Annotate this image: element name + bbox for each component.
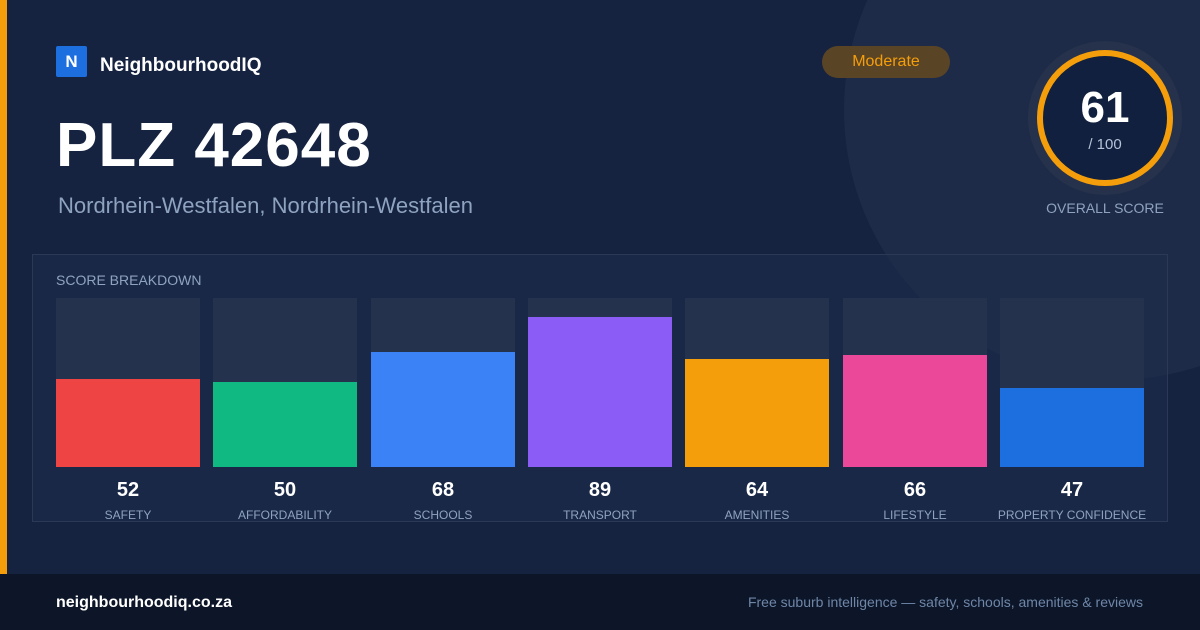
breakdown-bar-amenities: 64 AMENITIES: [685, 298, 829, 524]
accent-strip: [0, 0, 7, 574]
bar-track: [213, 298, 357, 467]
bar-label: LIFESTYLE: [883, 508, 947, 522]
breakdown-bar-affordability: 50 AFFORDABILITY: [213, 298, 357, 524]
brand-logo-icon: N: [56, 46, 87, 77]
breakdown-bar-property-confidence: 47 PROPERTY CONFIDENCE: [998, 298, 1146, 524]
bar-track: [528, 298, 672, 467]
bar-track: [56, 298, 200, 467]
breakdown-bar-transport: 89 TRANSPORT: [528, 298, 672, 524]
bar-label: TRANSPORT: [563, 508, 637, 522]
bar-label: PROPERTY CONFIDENCE: [997, 508, 1147, 522]
bar-fill: [56, 379, 200, 467]
breakdown-bar-lifestyle: 66 LIFESTYLE: [843, 298, 987, 524]
bar-label: AFFORDABILITY: [237, 508, 332, 522]
breakdown-title: SCORE BREAKDOWN: [56, 272, 202, 288]
bar-fill: [843, 355, 987, 467]
rating-badge: Moderate: [822, 46, 950, 78]
bar-fill: [371, 352, 515, 467]
brand-name: NeighbourhoodIQ: [100, 55, 262, 76]
overall-score-max: / 100: [1088, 136, 1122, 153]
bar-value: 50: [273, 479, 297, 501]
bar-label: SAFETY: [104, 508, 152, 522]
breakdown-bar-schools: 68 SCHOOLS: [371, 298, 515, 524]
page-title: PLZ 42648: [56, 111, 372, 180]
brand: N NeighbourhoodIQ: [56, 46, 261, 77]
breakdown-bar-safety: 52 SAFETY: [56, 298, 200, 524]
bar-value: 52: [116, 479, 140, 501]
footer-tagline: Free suburb intelligence — safety, schoo…: [747, 594, 1143, 610]
bar-track: [685, 298, 829, 467]
bar-label: AMENITIES: [724, 508, 790, 522]
location-subtitle: Nordrhein-Westfalen, Nordrhein-Westfalen: [58, 193, 473, 218]
bar-value: 66: [903, 479, 927, 501]
score-breakdown-panel: SCORE BREAKDOWN 52 SAFETY 50 AFFORDABILITY 6…: [32, 254, 1168, 522]
bar-value: 64: [745, 479, 769, 501]
bar-fill: [213, 382, 357, 467]
bar-track: [843, 298, 987, 467]
score-ring-circle: 61 / 100: [1037, 50, 1173, 186]
bar-value: 89: [588, 479, 612, 501]
bar-fill: [685, 359, 829, 467]
bar-value: 68: [431, 479, 455, 501]
bar-track: [1000, 298, 1144, 467]
overall-score-value: 61: [1080, 83, 1130, 132]
bar-label: SCHOOLS: [413, 508, 473, 522]
bar-track: [371, 298, 515, 467]
bar-fill: [528, 317, 672, 467]
bar-value: 47: [1060, 479, 1084, 501]
footer: neighbourhoodiq.co.za Free suburb intell…: [0, 574, 1200, 630]
bar-fill: [1000, 388, 1144, 467]
overall-score-caption: OVERALL SCORE: [1046, 200, 1164, 216]
share-card: N NeighbourhoodIQ Moderate PLZ 42648 Nor…: [0, 0, 1182, 574]
footer-url: neighbourhoodiq.co.za: [56, 594, 232, 611]
overall-score-ring: 61 / 100: [1028, 41, 1182, 195]
